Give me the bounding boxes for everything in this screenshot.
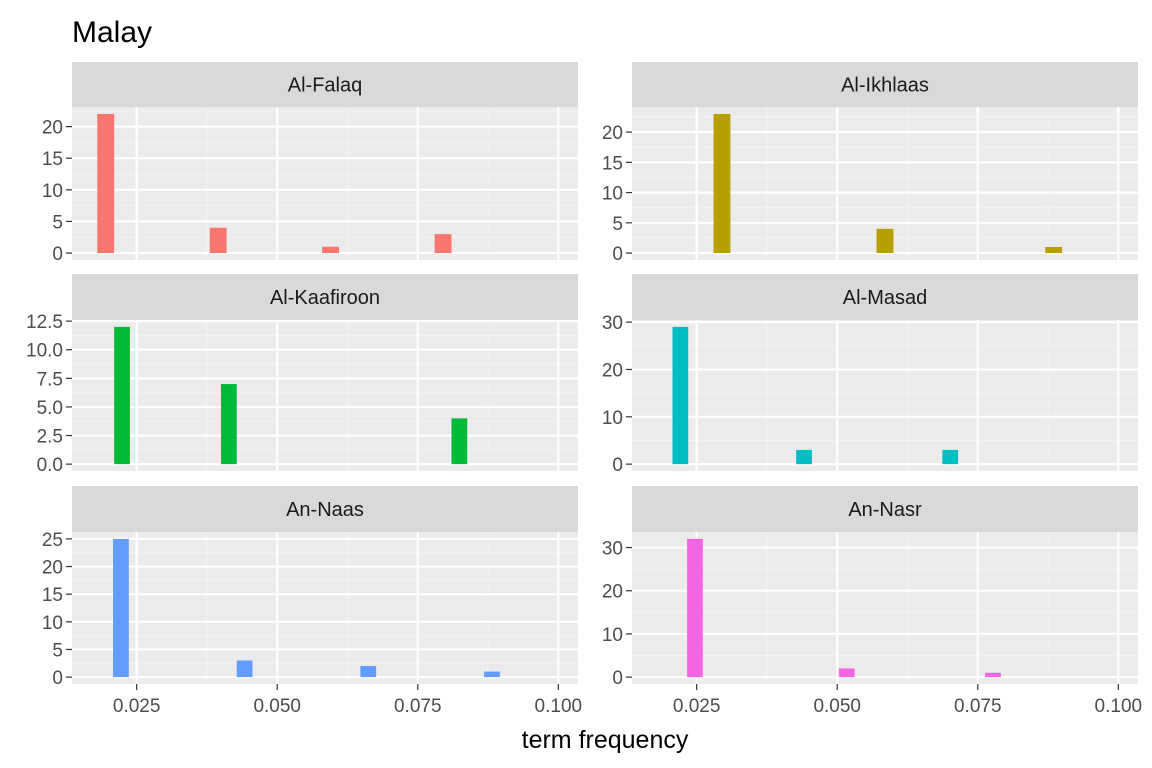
histogram-bar — [687, 538, 703, 678]
y-tick-label: 10 — [602, 408, 623, 429]
histogram-bar — [97, 113, 115, 254]
facet-strip-label: Al-Masad — [843, 287, 927, 309]
x-tick-label: 0.100 — [1095, 696, 1143, 717]
x-axis-label: term frequency — [522, 726, 689, 754]
facet-strip — [632, 486, 1138, 532]
y-tick-label: 20 — [602, 582, 623, 603]
x-tick-label: 0.075 — [954, 696, 1002, 717]
y-tick-label: 20 — [602, 360, 623, 381]
histogram-bar — [672, 326, 689, 465]
y-tick-label: 25 — [42, 530, 63, 551]
histogram-bar — [451, 418, 468, 465]
facet-strip-label: Al-Falaq — [288, 75, 362, 97]
histogram-bar — [322, 246, 340, 254]
facet-panel: An-Naas 0 5 10 15 20 25 0.025 0.050 0.075 0.100 — [42, 486, 582, 717]
facet-panel: Al-Kaafiroon 0.0 2.5 5.0 7.5 10.0 12.5 — [26, 274, 578, 476]
panel-background — [72, 107, 578, 260]
y-tick-label: 20 — [42, 118, 63, 139]
facet-strip-label: An-Nasr — [848, 499, 922, 521]
histogram-bar — [114, 326, 130, 465]
x-tick-label: 0.075 — [394, 696, 442, 717]
histogram-bar — [796, 449, 812, 465]
histogram-bar — [838, 668, 855, 678]
histogram-bar — [209, 227, 227, 254]
y-tick-label: 0 — [612, 668, 623, 689]
y-tick-label: 10 — [602, 625, 623, 646]
y-tick-label: 10.0 — [26, 341, 63, 362]
y-tick-label: 0 — [52, 668, 63, 689]
y-tick-label: 0.0 — [37, 455, 63, 476]
facet-panels: Al-Falaq 0 5 10 15 20 Al-Ikhlaas 0 5 10 15 20 Al-Kaa… — [26, 62, 1142, 717]
histogram-bar — [985, 672, 1001, 678]
y-tick-label: 10 — [42, 613, 63, 634]
y-tick-label: 0 — [612, 455, 623, 476]
y-tick-label: 0 — [612, 244, 623, 265]
x-tick-label: 0.050 — [813, 696, 861, 717]
y-tick-label: 5 — [52, 212, 63, 233]
facet-strip-label: Al-Kaafiroon — [270, 287, 380, 309]
y-tick-label: 20 — [602, 123, 623, 144]
y-tick-label: 10 — [42, 181, 63, 202]
y-tick-label: 15 — [602, 153, 623, 174]
histogram-bar — [236, 660, 253, 678]
facet-panel: Al-Masad 0 10 20 30 — [602, 274, 1138, 476]
histogram-bar — [1045, 246, 1063, 254]
histogram-bar — [713, 113, 731, 254]
y-tick-label: 30 — [602, 539, 623, 560]
histogram-bar — [876, 228, 894, 254]
facet-panel: Al-Falaq 0 5 10 15 20 — [42, 62, 578, 265]
facet-strip — [632, 274, 1138, 320]
y-tick-label: 15 — [42, 585, 63, 606]
facet-strip — [72, 486, 578, 532]
y-tick-label: 10 — [602, 184, 623, 205]
histogram-bar — [113, 538, 129, 678]
y-tick-label: 20 — [42, 558, 63, 579]
facet-panel: Al-Ikhlaas 0 5 10 15 20 — [602, 62, 1138, 265]
x-tick-label: 0.100 — [535, 696, 583, 717]
histogram-bar — [484, 671, 500, 678]
y-tick-label: 30 — [602, 313, 623, 334]
facet-strip — [72, 62, 578, 107]
x-tick-label: 0.050 — [253, 696, 301, 717]
panel-background — [632, 320, 1138, 471]
y-tick-label: 5 — [612, 214, 623, 235]
y-tick-label: 12.5 — [26, 312, 63, 333]
facet-strip — [72, 274, 578, 320]
panel-background — [72, 320, 578, 471]
facet-strip-label: An-Naas — [286, 499, 364, 521]
facet-panel: An-Nasr 0 10 20 30 0.025 0.050 0.075 0.100 — [602, 486, 1142, 717]
y-tick-label: 5.0 — [37, 398, 63, 419]
facet-strip — [632, 62, 1138, 107]
y-tick-label: 7.5 — [37, 369, 63, 390]
histogram-bar — [434, 234, 452, 254]
y-tick-label: 2.5 — [37, 427, 63, 448]
x-tick-label: 0.025 — [673, 696, 721, 717]
panel-background — [632, 532, 1138, 684]
facet-strip-label: Al-Ikhlaas — [841, 75, 929, 97]
x-tick-label: 0.025 — [113, 696, 161, 717]
histogram-bar — [220, 384, 237, 465]
histogram-bar — [942, 449, 959, 465]
y-tick-label: 5 — [52, 640, 63, 661]
y-tick-label: 15 — [42, 149, 63, 170]
histogram-bar — [360, 666, 377, 678]
y-tick-label: 0 — [52, 244, 63, 265]
chart-title: Malay — [72, 16, 152, 49]
